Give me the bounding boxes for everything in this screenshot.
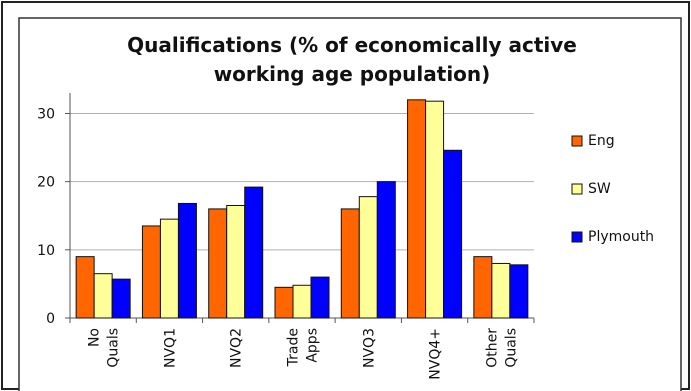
- chart-title-line: Qualifications (% of economically active: [127, 33, 577, 57]
- bar-eng-6: [473, 256, 493, 319]
- x-category-label: NVQ4+: [428, 328, 444, 380]
- legend-swatch-plymouth: [571, 231, 583, 243]
- legend-swatch-eng: [571, 135, 583, 147]
- bar-eng-3: [274, 286, 294, 319]
- x-category-label: No: [87, 328, 103, 347]
- bar-sw-5: [425, 100, 445, 319]
- bar-plymouth-3: [310, 276, 330, 319]
- y-tick-label: 0: [46, 311, 55, 327]
- bar-eng-2: [208, 208, 228, 319]
- bar-plymouth-4: [376, 181, 396, 319]
- chart-area-border: [18, 17, 682, 391]
- y-tick-label: 30: [37, 106, 55, 122]
- bar-eng-0: [75, 256, 95, 319]
- x-category-label: NVQ2: [229, 328, 245, 368]
- y-tick-label: 20: [37, 175, 55, 191]
- y-tick-label: 10: [37, 243, 55, 259]
- bar-eng-4: [340, 208, 360, 319]
- bar-plymouth-0: [111, 278, 131, 319]
- x-category-label: Other: [484, 328, 500, 368]
- chart-title-line: working age population): [214, 62, 491, 86]
- legend-label-sw: SW: [588, 181, 611, 197]
- bar-sw-3: [292, 284, 312, 319]
- bar-sw-4: [358, 196, 378, 319]
- bar-plymouth-5: [443, 149, 463, 319]
- bar-eng-1: [141, 225, 161, 319]
- legend-label-eng: Eng: [588, 133, 615, 149]
- x-category-label: NVQ1: [162, 328, 178, 368]
- bar-sw-0: [93, 273, 113, 319]
- bar-sw-2: [226, 205, 246, 319]
- bar-sw-1: [159, 218, 179, 319]
- x-category-label: Quals: [106, 328, 122, 368]
- bar-plymouth-1: [177, 202, 197, 319]
- bar-plymouth-2: [244, 186, 264, 319]
- legend-swatch-sw: [571, 183, 583, 195]
- bar-plymouth-6: [509, 264, 529, 319]
- x-category-label: Apps: [305, 328, 321, 363]
- x-category-label: NVQ3: [361, 328, 377, 368]
- legend-label-plymouth: Plymouth: [588, 229, 654, 245]
- x-category-label: Trade: [286, 328, 302, 367]
- bar-sw-6: [491, 262, 511, 319]
- bar-eng-5: [407, 99, 427, 319]
- x-category-label: Quals: [503, 328, 519, 368]
